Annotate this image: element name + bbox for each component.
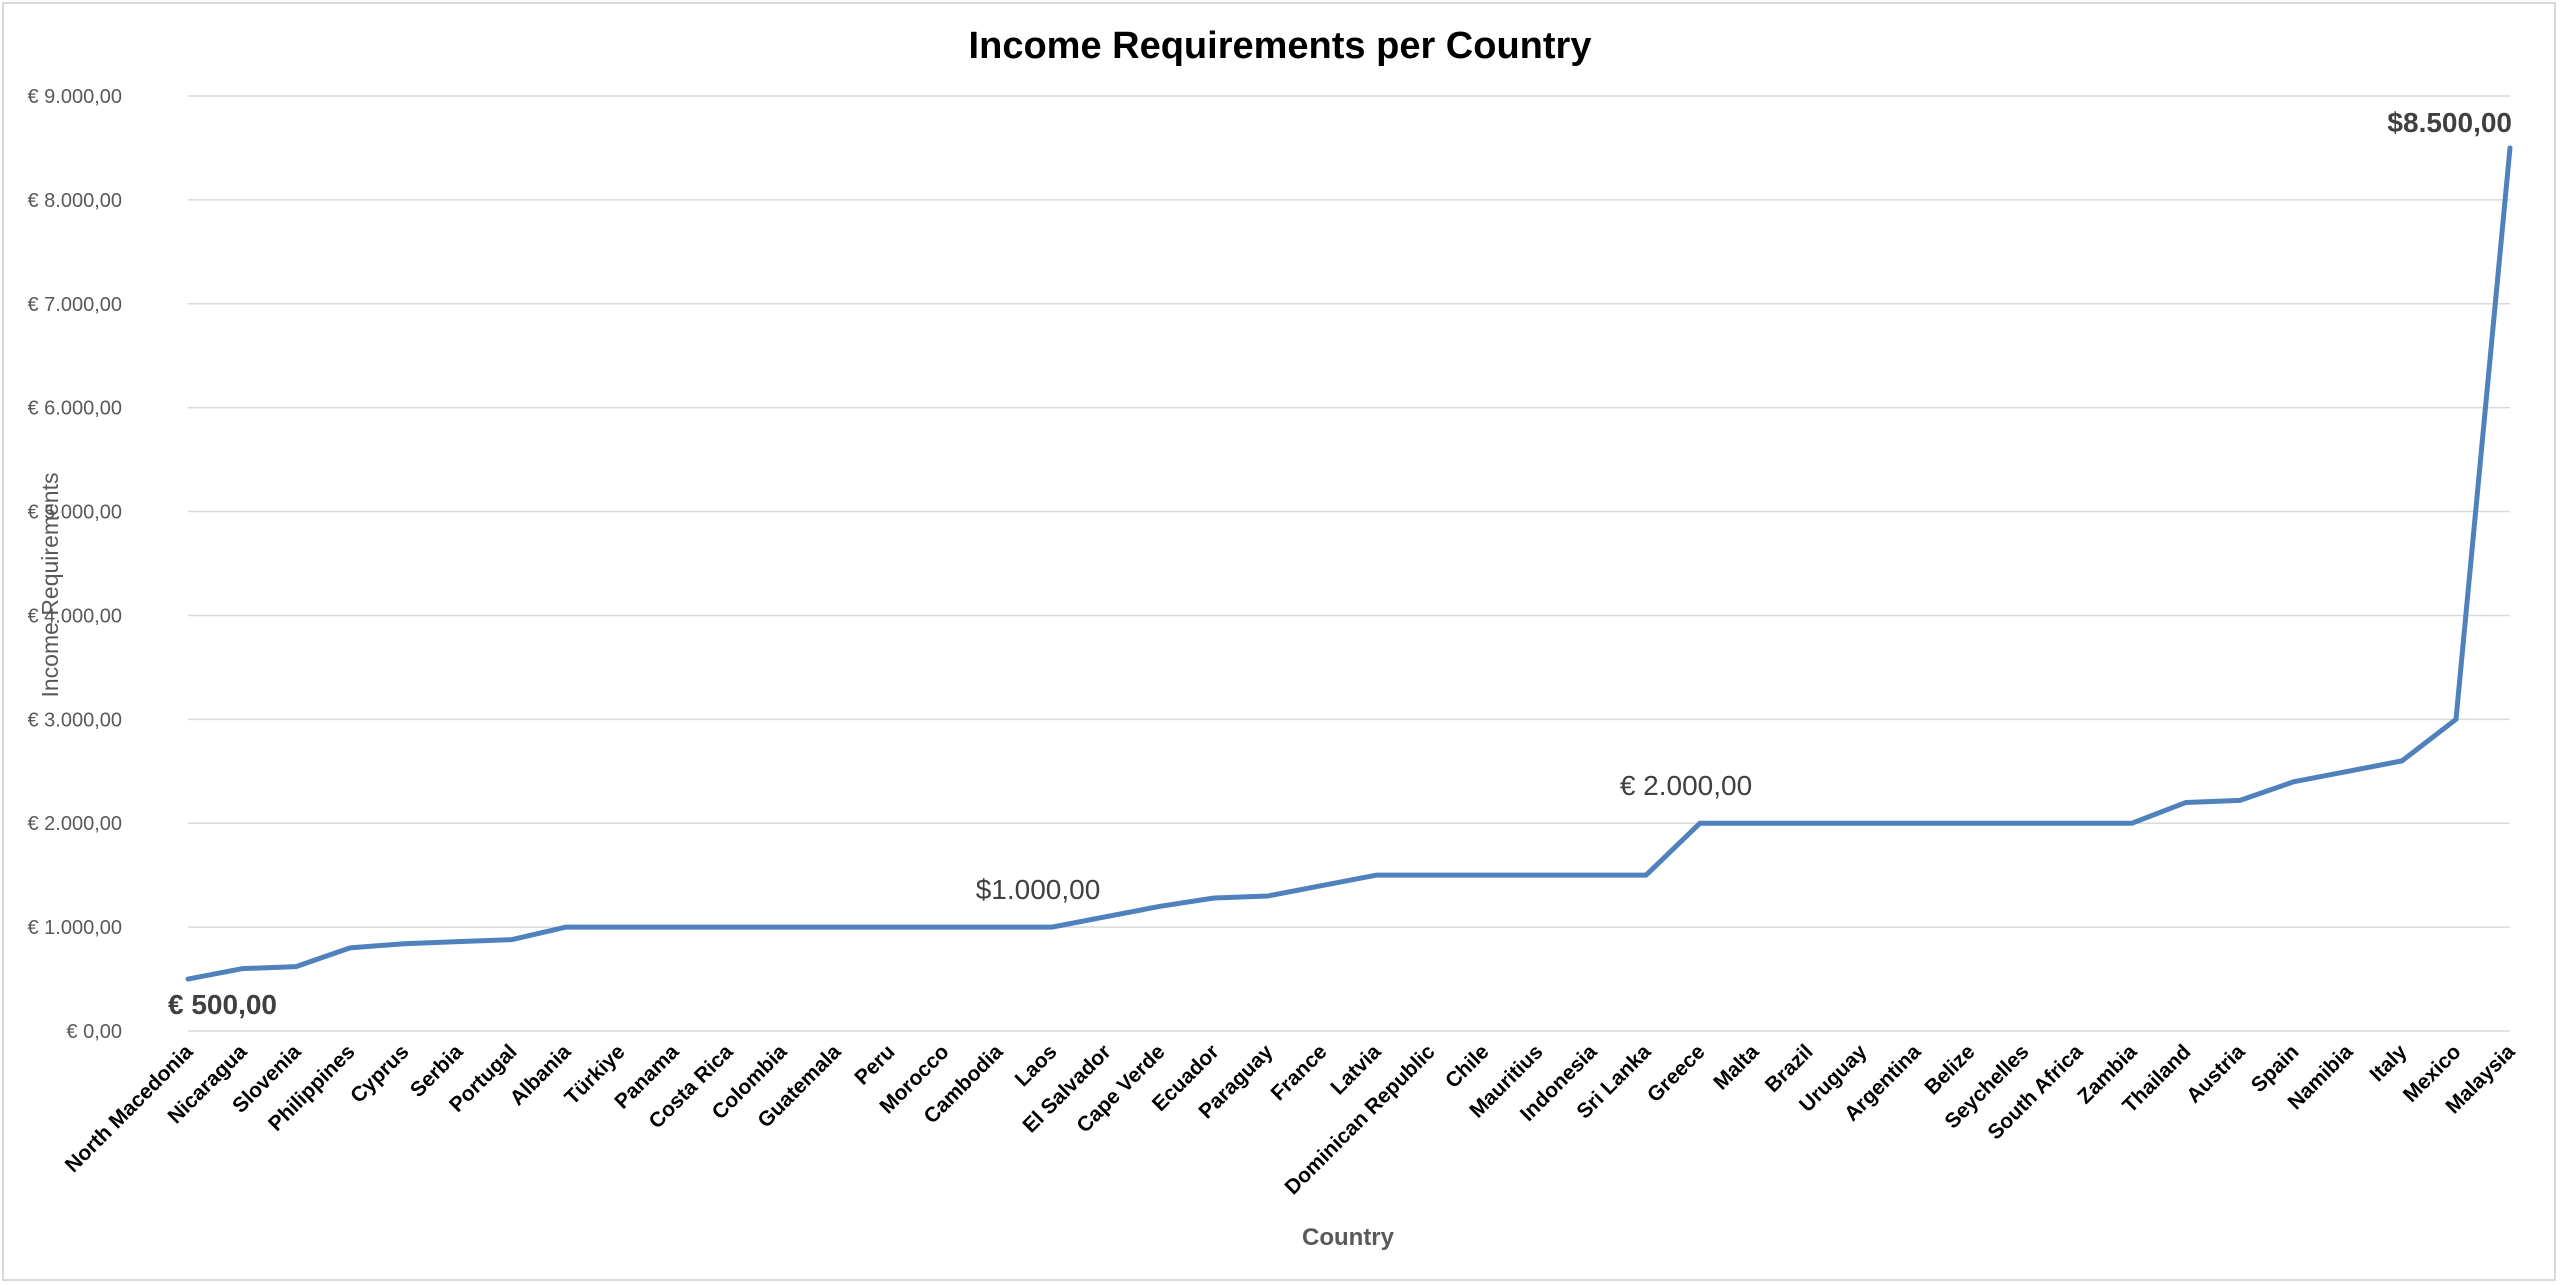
y-tick-label: € 7.000,00 [27,294,122,316]
y-tick-label: € 2.000,00 [27,813,122,835]
gridlines [188,95,2510,1032]
y-tick-label: € 3.000,00 [27,709,122,731]
series-line-income-requirements [185,145,2513,982]
x-axis-title: Country [1302,1224,1395,1251]
x-tick-label: France [1267,1040,1332,1105]
y-tick-label: € 0,00 [66,1021,122,1043]
data-annotations: € 500,00 $1.000,00 € 2.000,00 $8.500,00 [168,107,2512,1020]
y-tick-label: € 8.000,00 [27,190,122,212]
data-label: € 500,00 [168,989,277,1020]
x-tick-label: Italy [2366,1040,2412,1086]
x-tick-label: Albania [506,1040,576,1110]
x-tick-label: Malta [1709,1040,1763,1094]
y-axis-ticks: € 0,00 € 1.000,00 € 2.000,00 € 3.000,00 € 4.… [27,86,122,1043]
y-tick-label: € 6.000,00 [27,398,122,420]
y-tick-label: € 4.000,00 [27,605,122,627]
y-tick-label: € 5.000,00 [27,502,122,524]
chart-title: Income Requirements per Country [969,25,1592,67]
x-tick-label: Peru [850,1040,899,1089]
data-label: $8.500,00 [2387,107,2512,138]
data-label: $1.000,00 [976,874,1101,905]
y-axis-title: Income Requirements [37,473,63,698]
x-axis-ticks: North MacedoniaNicaraguaSloveniaPhilippi… [61,1040,2520,1199]
x-tick-label: Greece [1643,1040,1710,1107]
x-tick-label: Laos [1011,1040,1062,1091]
y-tick-label: € 1.000,00 [27,917,122,939]
y-tick-label: € 9.000,00 [27,86,122,108]
x-tick-label: Austria [2182,1040,2250,1108]
data-label: € 2.000,00 [1620,770,1752,801]
x-tick-label: Cyprus [346,1040,413,1107]
